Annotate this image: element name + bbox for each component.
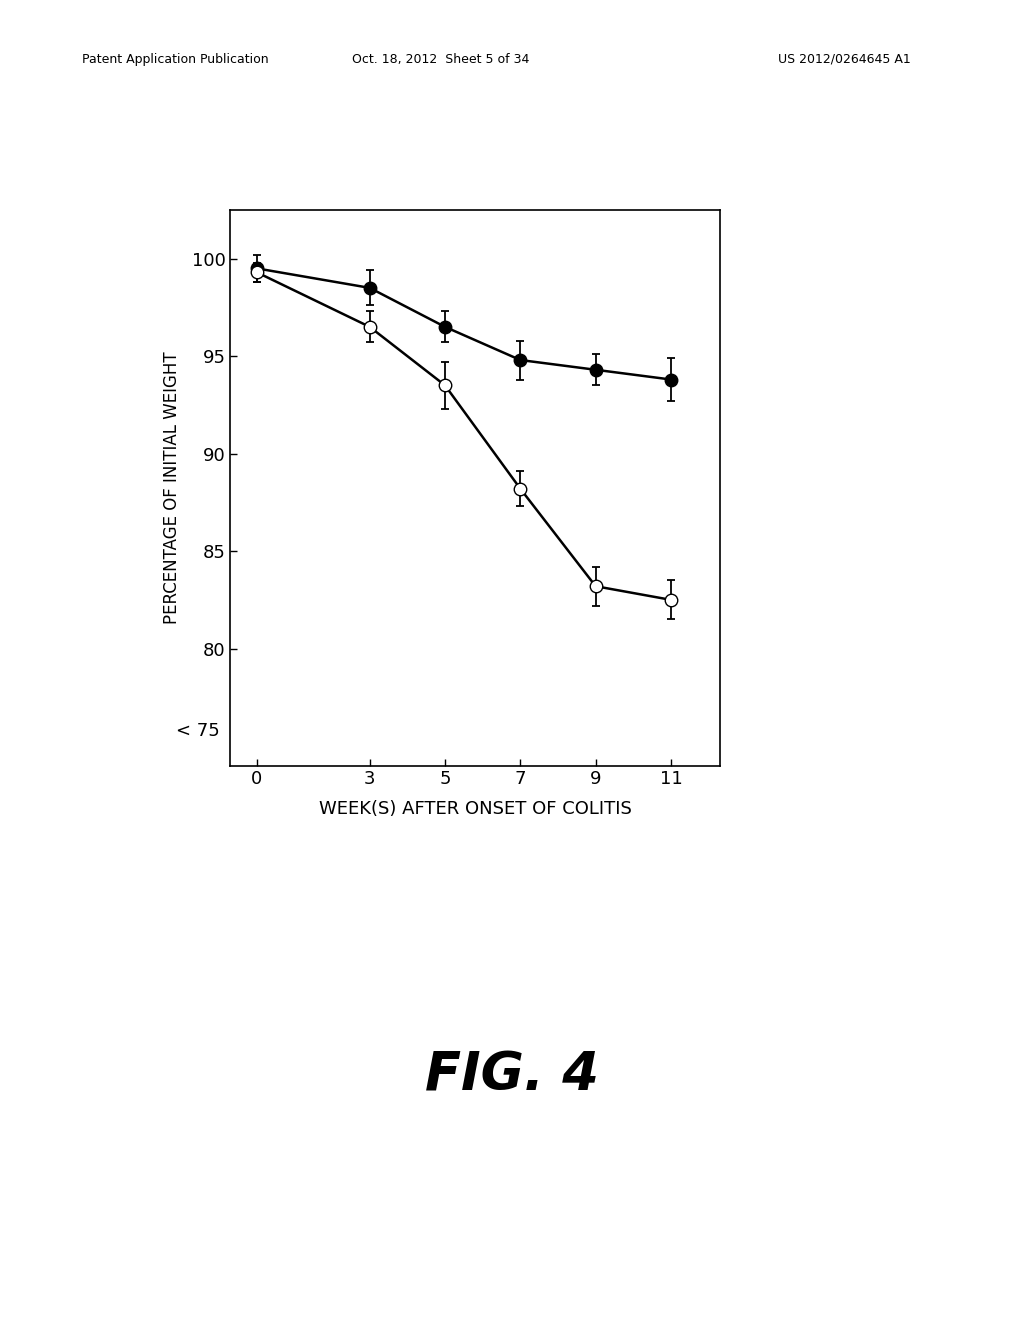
Text: FIG. 4: FIG. 4 [425,1049,599,1102]
Text: US 2012/0264645 A1: US 2012/0264645 A1 [778,53,911,66]
Text: < 75: < 75 [175,722,219,739]
Y-axis label: PERCENTAGE OF INITIAL WEIGHT: PERCENTAGE OF INITIAL WEIGHT [163,351,180,624]
X-axis label: WEEK(S) AFTER ONSET OF COLITIS: WEEK(S) AFTER ONSET OF COLITIS [318,800,632,817]
Text: Oct. 18, 2012  Sheet 5 of 34: Oct. 18, 2012 Sheet 5 of 34 [351,53,529,66]
Text: Patent Application Publication: Patent Application Publication [82,53,268,66]
